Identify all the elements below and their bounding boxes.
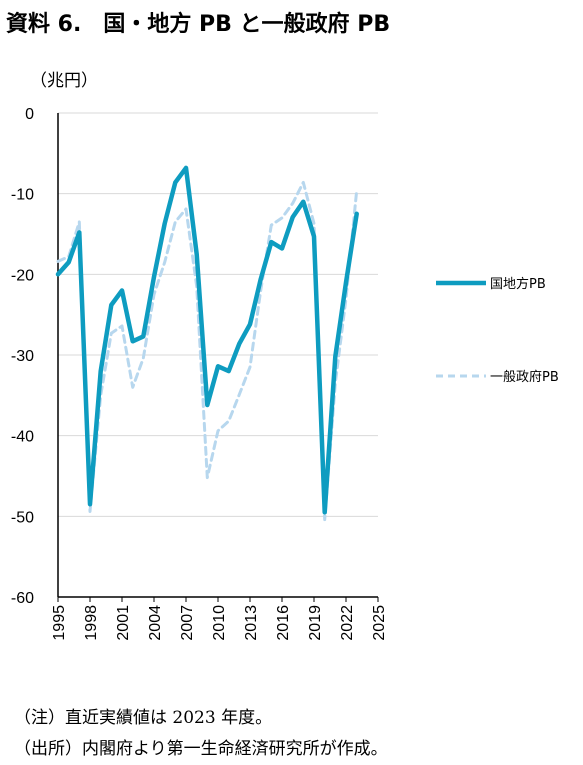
- x-tick-label: 1995: [51, 605, 68, 641]
- note-source: （出所）内閣府より第一生命経済研究所が作成。: [14, 739, 388, 759]
- y-tick-label: -30: [11, 348, 34, 365]
- page-title: 資料 6. 国・地方 PB と一般政府 PB: [6, 12, 391, 37]
- x-tick-label: 2004: [147, 605, 164, 641]
- x-tick-label: 2016: [275, 605, 292, 641]
- series-line-general-government: [56, 180, 359, 522]
- y-tick-label: -40: [11, 429, 34, 446]
- x-tick-label: 2022: [339, 605, 356, 641]
- line-chart: 0 -10 -20 -30 -40 -50 -60 1995 1998 2001 2004 2007…: [11, 106, 559, 641]
- y-tick-labels: 0 -10 -20 -30 -40 -50 -60: [11, 106, 34, 607]
- x-tick-label: 2025: [371, 605, 388, 641]
- series-lines: [55, 165, 359, 522]
- x-tick-label: 2007: [179, 605, 196, 641]
- y-axis-unit-label: （兆円）: [30, 71, 98, 91]
- y-tick-label: -10: [11, 187, 34, 204]
- series-line-national-local: [55, 165, 359, 515]
- footnotes: （注）直近実績値は 2023 年度。 （出所）内閣府より第一生命経済研究所が作成…: [14, 703, 388, 765]
- y-tick-label: -50: [11, 509, 34, 526]
- x-tick-label: 2019: [307, 605, 324, 641]
- axes: [57, 113, 379, 602]
- x-tick-label: 2013: [243, 605, 260, 641]
- x-tick-label: 2010: [211, 605, 228, 641]
- legend: 国地方PB 一般政府PB: [436, 276, 559, 385]
- x-tick-label: 2001: [115, 605, 132, 641]
- legend-label: 国地方PB: [490, 276, 546, 292]
- y-tick-label: 0: [25, 106, 34, 123]
- note-latest: （注）直近実績値は 2023 年度。: [14, 708, 273, 728]
- y-tick-label: -60: [11, 590, 34, 607]
- x-tick-labels: 1995 1998 2001 2004 2007 2010 2013 2016 2019 2022…: [51, 605, 388, 641]
- x-tick-label: 1998: [83, 605, 100, 641]
- y-tick-label: -20: [11, 267, 34, 284]
- legend-label: 一般政府PB: [490, 369, 559, 385]
